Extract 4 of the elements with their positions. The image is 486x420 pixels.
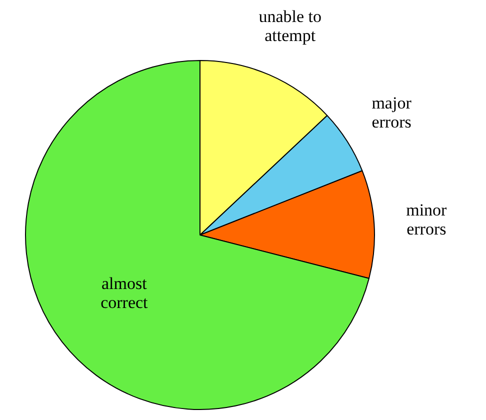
slice-label: almost correct: [100, 274, 148, 312]
slice-label: unable to attempt: [258, 6, 322, 45]
slice-label: major errors: [372, 93, 412, 132]
slice-label: minor errors: [406, 200, 448, 239]
